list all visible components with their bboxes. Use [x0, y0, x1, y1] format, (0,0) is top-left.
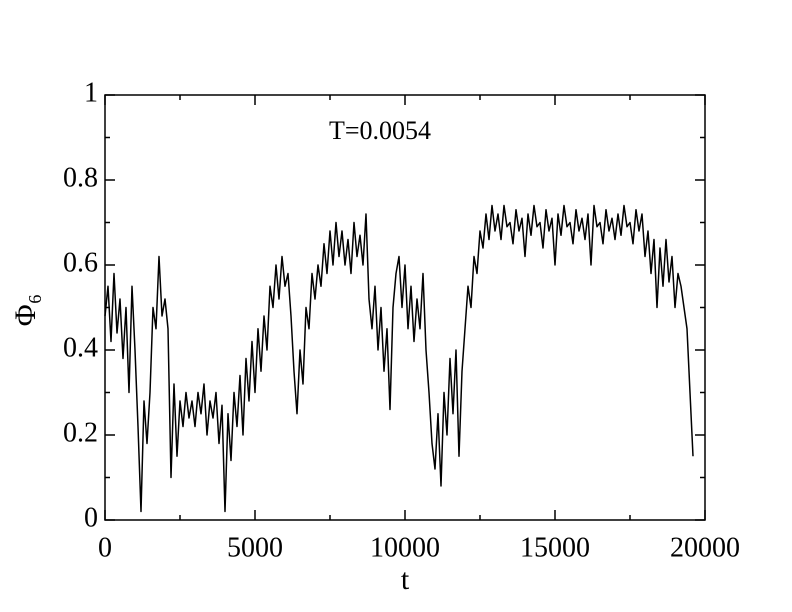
y-axis-label: Φ₆ [9, 294, 42, 326]
y-tick-label: 0.6 [63, 247, 98, 278]
y-tick-label: 0 [84, 502, 98, 533]
annotation: T=0.0054 [329, 116, 431, 145]
x-tick-label: 20000 [670, 532, 740, 563]
y-tick-label: 0.8 [63, 162, 98, 193]
y-tick-label: 0.2 [63, 417, 98, 448]
x-axis-label: t [401, 563, 410, 596]
y-tick-label: 1 [84, 77, 98, 108]
x-tick-label: 10000 [370, 532, 440, 563]
data-line [104, 204, 694, 513]
x-tick-label: 0 [98, 532, 112, 563]
y-tick-label: 0.4 [63, 332, 98, 363]
x-tick-label: 15000 [520, 532, 590, 563]
plot-frame [104, 94, 706, 521]
x-tick-label: 5000 [227, 532, 283, 563]
